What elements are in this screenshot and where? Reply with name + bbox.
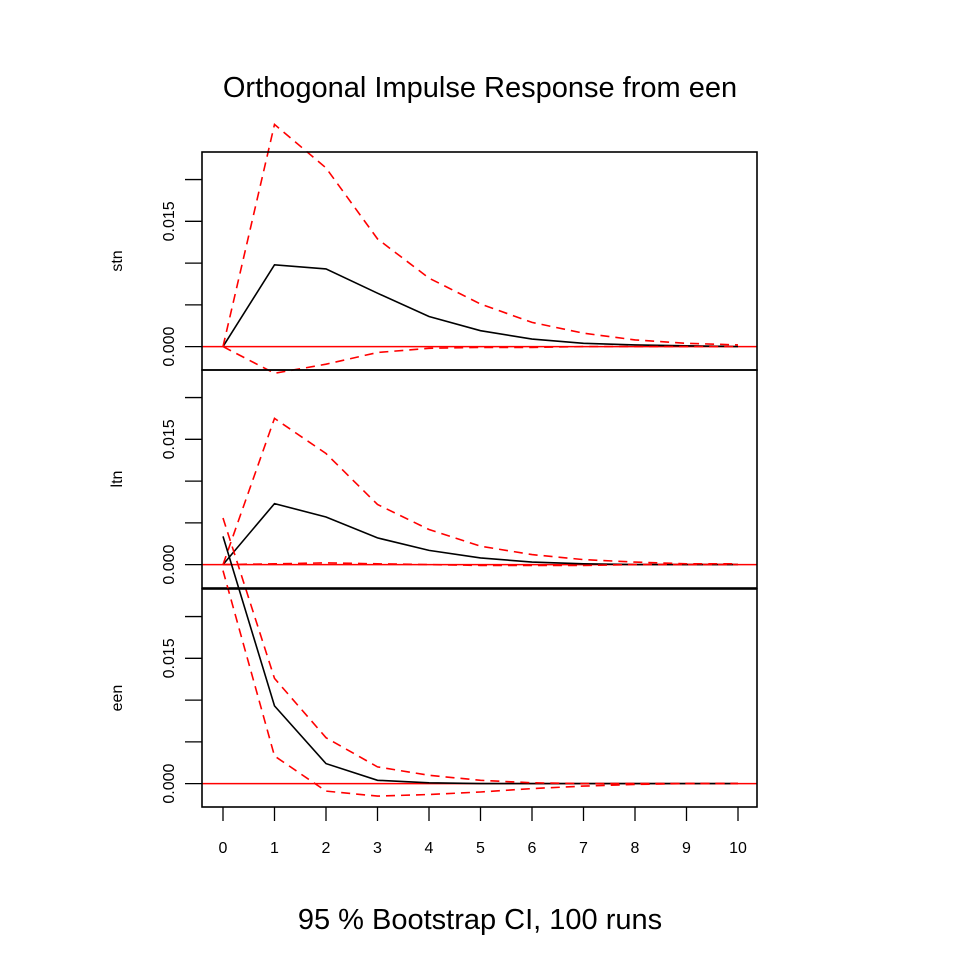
y-tick-label: 0.015 [161, 201, 178, 241]
series-irf-line [222, 263, 739, 348]
y-tick-label: 0.015 [161, 419, 178, 459]
panel-label-ltn: ltn [109, 471, 126, 488]
y-tick-label: 0.000 [161, 544, 178, 584]
panel-label-een: een [109, 685, 126, 712]
chart-subtitle: 95 % Bootstrap CI, 100 runs [298, 904, 662, 936]
chart-title: Orthogonal Impulse Response from een [223, 72, 737, 104]
y-tick-label: 0.000 [161, 326, 178, 366]
x-tick-label: 7 [579, 840, 588, 857]
series-upper-line [222, 417, 738, 565]
x-tick-label: 8 [631, 840, 640, 857]
panel-stn: 0.000 0.015 stn [109, 122, 758, 375]
series-upper-line [222, 517, 738, 785]
x-tick-label: 9 [682, 840, 691, 857]
panel-frame [201, 369, 758, 589]
panel-ltn: 0.000 0.015 ltn [109, 369, 758, 589]
x-tick-label: 3 [373, 840, 382, 857]
panel-een: 0.000 0.015 een [109, 517, 758, 808]
panels-group: 0.000 0.015 stn 0.000 0.015 ltn 0.000 0.015 een [109, 122, 758, 808]
x-axis: 0 1 2 3 4 5 6 7 8 9 10 [219, 807, 747, 857]
series-lower-line [222, 570, 738, 797]
series-irf-line [222, 502, 738, 566]
x-tick-label: 4 [425, 840, 434, 857]
x-tick-label: 5 [476, 840, 485, 857]
x-tick-label: 6 [528, 840, 537, 857]
panel-label-stn: stn [109, 250, 126, 271]
panel-frame [201, 588, 758, 808]
series-irf-line [222, 536, 738, 785]
series-upper-line [222, 122, 739, 347]
y-tick-label: 0.000 [161, 763, 178, 803]
y-tick-label: 0.015 [161, 638, 178, 678]
panel-frame [201, 151, 758, 371]
x-tick-label: 10 [729, 840, 747, 857]
x-tick-label: 2 [322, 840, 331, 857]
series-lower-line [222, 345, 738, 375]
x-tick-label: 1 [270, 840, 279, 857]
x-tick-label: 0 [219, 840, 228, 857]
series-lower-line [222, 562, 738, 567]
